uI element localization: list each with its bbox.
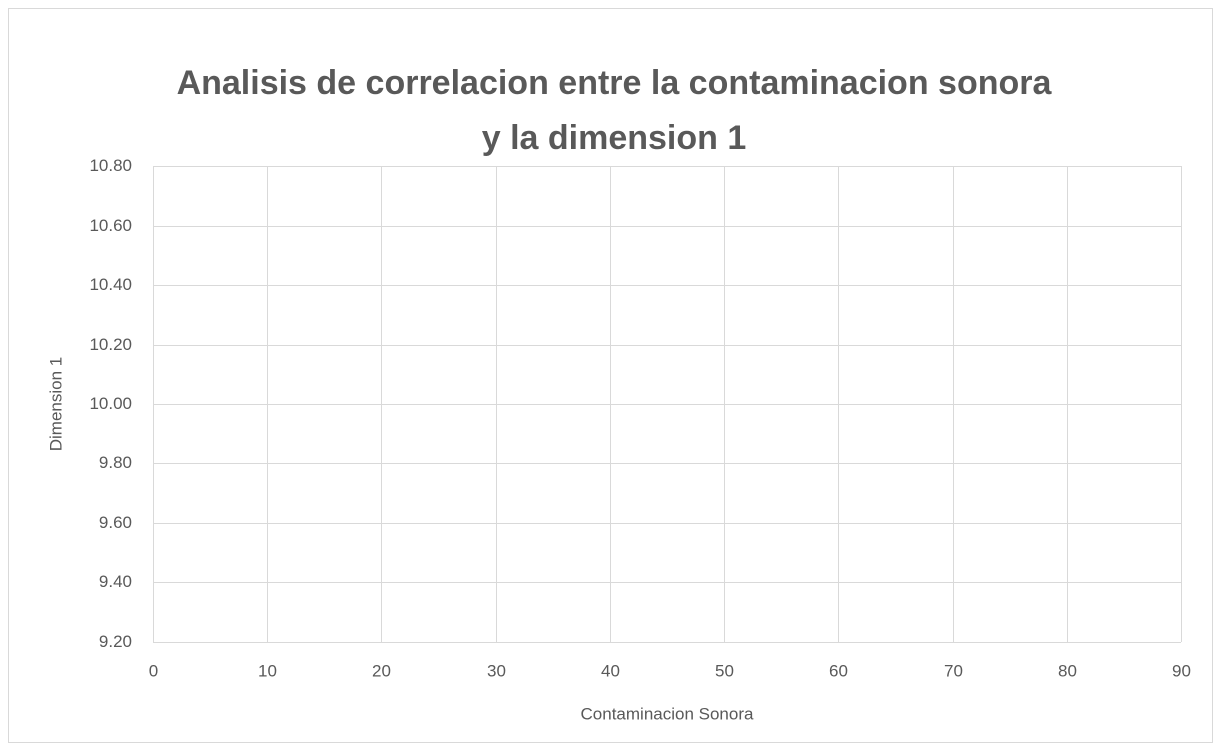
- x-tick-label: 80: [1058, 661, 1077, 680]
- x-tick-label: 70: [944, 661, 963, 680]
- y-tick-label: 10.60: [89, 216, 132, 235]
- y-tick-label: 10.80: [89, 156, 132, 175]
- y-tick-label: 9.60: [99, 513, 132, 532]
- x-tick-label: 40: [601, 661, 620, 680]
- y-tick-label: 9.80: [99, 453, 132, 472]
- x-tick-label: 30: [487, 661, 506, 680]
- x-tick-label: 50: [715, 661, 734, 680]
- x-tick-label: 10: [258, 661, 277, 680]
- y-axis-label: Dimension 1: [46, 357, 65, 452]
- x-tick-label: 60: [829, 661, 848, 680]
- x-tick-label: 90: [1172, 661, 1191, 680]
- y-tick-label: 9.40: [99, 572, 132, 591]
- chart-title: Analisis de correlacion entre la contami…: [177, 64, 1053, 102]
- x-tick-label: 20: [372, 661, 391, 680]
- y-tick-label: 10.20: [89, 335, 132, 354]
- y-tick-label: 9.20: [99, 632, 132, 651]
- y-tick-label: 10.40: [89, 275, 132, 294]
- x-tick-label: 0: [149, 661, 158, 680]
- y-tick-label: 10.00: [89, 394, 132, 413]
- x-axis-label: Contaminacion Sonora: [581, 704, 754, 723]
- chart-title: y la dimension 1: [482, 119, 747, 157]
